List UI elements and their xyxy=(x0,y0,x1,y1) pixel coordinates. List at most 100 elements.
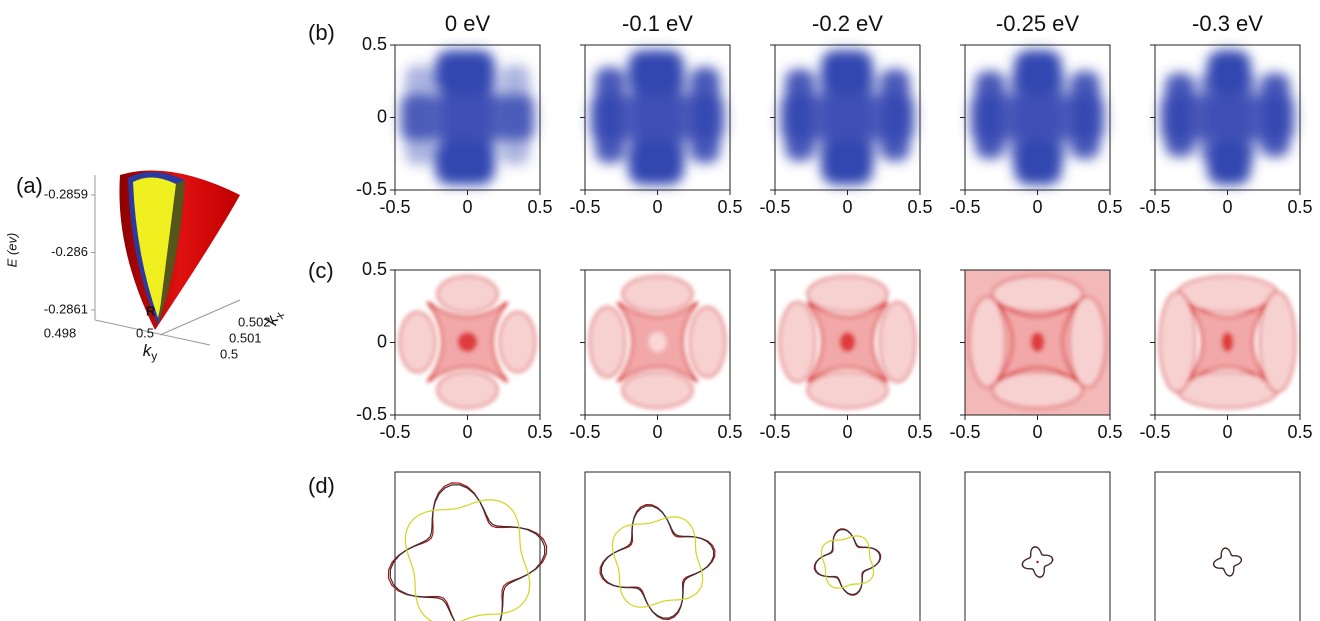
x-tick-label: -0.5 xyxy=(379,422,410,442)
panel-c: -0.5 0 0.5 xyxy=(949,269,1123,442)
lobe xyxy=(436,275,499,313)
panel-d xyxy=(387,471,548,621)
y-tick-label: 0.5 xyxy=(362,259,387,279)
blob xyxy=(1070,71,1100,159)
axis-symbol: k xyxy=(143,341,153,360)
z-tick-label: -0.286 xyxy=(51,244,88,259)
frame xyxy=(584,471,731,621)
blob xyxy=(500,65,530,165)
surface xyxy=(133,177,176,318)
y-tick-label: 0 xyxy=(377,106,387,126)
core xyxy=(1221,332,1234,352)
contour xyxy=(1022,546,1053,578)
core xyxy=(839,332,856,352)
axis-label: kx xyxy=(262,308,287,329)
panel-b: -0.5 0 0.5 xyxy=(569,44,743,217)
blob xyxy=(880,69,910,161)
contour xyxy=(820,535,875,589)
lobe xyxy=(688,306,727,378)
lobe xyxy=(991,275,1084,313)
ky-tick-label: 0.498 xyxy=(44,325,77,340)
energy-label: -0.3 eV xyxy=(1192,11,1263,36)
x-tick-label: -0.5 xyxy=(759,422,790,442)
map xyxy=(970,50,1105,185)
x-tick-label: -0.5 xyxy=(949,422,980,442)
x-tick-label: 0 xyxy=(1032,197,1042,217)
z-tick-label: -0.2859 xyxy=(44,186,88,201)
x-tick-label: 0.5 xyxy=(907,422,932,442)
z-tick-label: -0.2861 xyxy=(44,301,88,316)
x-tick-label: -0.5 xyxy=(569,422,600,442)
blob xyxy=(1010,75,1065,160)
lobe xyxy=(621,371,694,409)
map xyxy=(590,50,725,185)
surface xyxy=(158,180,185,325)
panel-c: -0.5 0 0.5 xyxy=(759,269,933,442)
contour xyxy=(404,499,531,621)
x-tick-label: 0 xyxy=(462,422,472,442)
x-tick-label: 0.5 xyxy=(907,197,932,217)
map xyxy=(1158,275,1297,409)
axis-subscript: y xyxy=(151,349,157,363)
lobe xyxy=(778,301,817,383)
map xyxy=(778,275,917,409)
x-tick-label: 0 xyxy=(1032,422,1042,442)
x-tick-label: 0 xyxy=(652,422,662,442)
lobe xyxy=(498,311,537,373)
lobe xyxy=(968,296,1007,388)
panel-b: -0.5-0.5 0 0 0.5 0.5 xyxy=(356,34,553,217)
map xyxy=(1160,50,1295,185)
panel-b: -0.5 0 0.5 xyxy=(759,44,933,217)
x-tick-label: 0.5 xyxy=(1287,197,1312,217)
lobe xyxy=(806,275,889,313)
panel-b: -0.5 0 0.5 xyxy=(1139,44,1313,217)
lobe xyxy=(621,275,694,313)
lobe xyxy=(991,371,1084,409)
map xyxy=(588,275,727,409)
x-tick-label: 0 xyxy=(1222,197,1232,217)
x-tick-label: -0.5 xyxy=(569,197,600,217)
y-tick-label: 0 xyxy=(377,331,387,351)
x-tick-label: 0.5 xyxy=(1097,422,1122,442)
axis-label: ky xyxy=(143,341,158,363)
axis-line xyxy=(159,299,241,336)
axis-line xyxy=(94,319,211,346)
blob xyxy=(785,69,815,161)
lobe xyxy=(1068,296,1107,388)
panel-c: -0.5 0 0.5 xyxy=(1139,269,1313,442)
blob xyxy=(820,75,875,160)
ky-tick-label: 0.5 xyxy=(136,325,154,340)
panel-a: (a) E (ev) R ky kx xyxy=(4,170,287,363)
blob xyxy=(630,75,685,160)
y-tick-label: -0.5 xyxy=(356,404,387,424)
x-tick-label: 0 xyxy=(842,197,852,217)
map xyxy=(400,50,535,185)
kx-tick-label: 0.501 xyxy=(229,330,262,345)
energy-label: -0.25 eV xyxy=(996,11,1079,36)
blob xyxy=(440,75,495,160)
map xyxy=(398,275,537,409)
x-tick-label: 0.5 xyxy=(717,197,742,217)
panel-c: -0.5-0.5 0 0 0.5 0.5 xyxy=(356,259,553,442)
core xyxy=(457,332,478,352)
blob xyxy=(1165,73,1195,157)
lobe xyxy=(436,371,499,409)
blob xyxy=(1200,75,1255,160)
blob xyxy=(405,65,435,165)
panel-label: (d) xyxy=(308,473,335,498)
lobe xyxy=(1158,291,1197,393)
dot xyxy=(1036,560,1039,564)
lobe xyxy=(398,311,437,373)
panel-label: (a) xyxy=(16,173,43,198)
x-tick-label: 0 xyxy=(842,422,852,442)
lobe xyxy=(588,306,627,378)
contour xyxy=(1213,547,1242,577)
panel-d xyxy=(964,471,1111,621)
energy-label: -0.2 eV xyxy=(812,11,883,36)
contour xyxy=(600,505,715,619)
axis-label: E (ev) xyxy=(4,233,19,268)
x-tick-label: 0.5 xyxy=(527,197,552,217)
panel-d xyxy=(774,471,921,621)
lobe xyxy=(806,371,889,409)
x-tick-label: 0 xyxy=(1222,422,1232,442)
